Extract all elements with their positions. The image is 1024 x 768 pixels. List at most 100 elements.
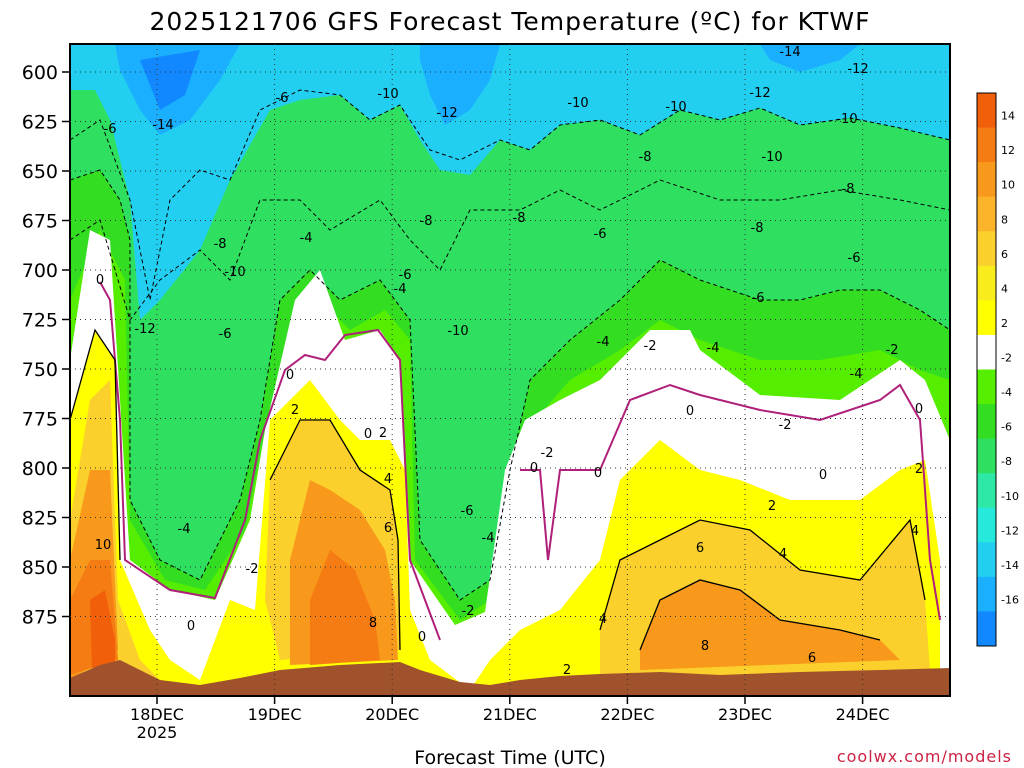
- colorbar-swatch: [977, 438, 996, 474]
- grid-lines: [70, 44, 950, 696]
- y-tick-label: 700: [22, 260, 58, 282]
- contour-label: 8: [369, 616, 377, 631]
- contour-label: 4: [384, 472, 392, 487]
- x-axis-label: Forecast Time (UTC): [414, 747, 605, 768]
- contour-label: 0: [364, 427, 372, 442]
- colorbar-swatch: [977, 162, 996, 198]
- contour-label: -6: [461, 504, 474, 519]
- colorbar-swatch: [977, 542, 996, 578]
- contour-label: -10: [447, 324, 468, 339]
- colorbar-swatch: [977, 127, 996, 163]
- colorbar-swatch: [977, 231, 996, 267]
- colorbar-swatch: [977, 473, 996, 509]
- contour-label: -2: [886, 343, 899, 358]
- colorbar-label: -10: [1001, 490, 1019, 503]
- contour-label: -12: [134, 322, 155, 337]
- contour-label: -6: [594, 227, 607, 242]
- x-tick-label: 23DEC: [718, 705, 772, 724]
- contour-lines: [70, 89, 950, 651]
- colorbar-label: -6: [1001, 421, 1012, 434]
- colorbar-swatch: [977, 334, 996, 370]
- contour-label: -8: [639, 150, 652, 165]
- contour-label: 0: [915, 402, 923, 417]
- colorbar-label: -4: [1001, 386, 1012, 399]
- x-year-label: 2025: [137, 723, 178, 742]
- colorbar-swatch: [977, 265, 996, 301]
- colorbar-label: 14: [1001, 110, 1015, 123]
- y-tick-label: 625: [22, 112, 58, 134]
- contour-label: -8: [842, 182, 855, 197]
- x-tick-label: 24DEC: [836, 705, 890, 724]
- contour-label: 4: [779, 547, 787, 562]
- x-tick-label: 18DEC: [130, 705, 184, 724]
- contour-label: -10: [761, 150, 782, 165]
- contour-label: 2: [379, 426, 387, 441]
- contour-label: 4: [599, 612, 607, 627]
- y-tick-label: 600: [22, 62, 58, 84]
- x-tick-label: 20DEC: [365, 705, 419, 724]
- contour-label: -4: [394, 282, 407, 297]
- contour-label: -6: [399, 268, 412, 283]
- contour-label: -12: [749, 86, 770, 101]
- contour-label: -8: [751, 221, 764, 236]
- colorbar-swatch: [977, 369, 996, 405]
- x-axis: 18DEC 19DEC 20DEC 21DEC 22DEC 23DEC 24DEC: [130, 696, 890, 724]
- x-tick-label: 19DEC: [248, 705, 302, 724]
- colorbar-label: -12: [1001, 524, 1019, 537]
- colorbar-legend: 14 12 10 8 6 4 2 -2 -4 -6 -8 -10 -12 -14 -16: [976, 92, 1019, 647]
- contour-label: -14: [779, 45, 800, 60]
- colorbar-swatch: [977, 507, 996, 543]
- colorbar-label: -14: [1001, 559, 1019, 572]
- contour-label: -6: [276, 91, 289, 106]
- contour-label: 0: [187, 619, 195, 634]
- contour-label: -4: [707, 341, 720, 356]
- contour-label: 8: [701, 639, 709, 654]
- contour-labels: -14 -12 -12 -10 -10 -10 -12 -10 -14 -6 -6 -8 -10 -8 -8…: [95, 45, 923, 678]
- colorbar-swatch: [977, 196, 996, 232]
- contour-label: 0: [418, 630, 426, 645]
- contour-label: -10: [567, 96, 588, 111]
- y-tick-label: 875: [22, 607, 58, 629]
- contour-label: 0: [96, 273, 104, 288]
- contour-label: 2: [563, 663, 571, 678]
- y-axis: 600 625 650 675 700 725 750 775 800 825 850 875: [22, 62, 70, 629]
- contour-label: -10: [377, 87, 398, 102]
- colorbar-frame: [976, 92, 997, 647]
- contour-label: -6: [104, 122, 117, 137]
- contour-label: -2: [462, 604, 475, 619]
- contour-label: -2: [644, 339, 657, 354]
- contour-label: -2: [779, 418, 792, 433]
- contour-label: -6: [848, 251, 861, 266]
- contour-label: 0: [819, 468, 827, 483]
- contour-label: -4: [178, 522, 191, 537]
- contour-label: -12: [847, 62, 868, 77]
- colorbar-swatch: [977, 404, 996, 440]
- contour-label: -6: [752, 291, 765, 306]
- x-tick-label: 22DEC: [600, 705, 654, 724]
- y-tick-label: 850: [22, 557, 58, 579]
- contour-label: 2: [291, 403, 299, 418]
- y-tick-label: 750: [22, 359, 58, 381]
- contour-label: 2: [768, 499, 776, 514]
- colorbar-label: -16: [1001, 593, 1019, 606]
- contour-label: -8: [214, 237, 227, 252]
- contour-label: -10: [665, 100, 686, 115]
- contour-label: -10: [836, 112, 857, 127]
- contour-label: -4: [300, 231, 313, 246]
- colorbar-swatch: [977, 611, 996, 647]
- contour-label: -4: [597, 335, 610, 350]
- contour-label: 6: [384, 521, 392, 536]
- contour-label: 0: [530, 461, 538, 476]
- colorbar-label: 6: [1001, 248, 1008, 261]
- contour-label: -12: [436, 106, 457, 121]
- contour-label: 10: [95, 538, 112, 553]
- colorbar-swatch: [977, 300, 996, 336]
- credit-text: coolwx.com/models: [837, 747, 1012, 766]
- contour-label: 6: [696, 541, 704, 556]
- contour-label: 0: [686, 404, 694, 419]
- y-tick-label: 825: [22, 508, 58, 530]
- colorbar-swatch: [977, 576, 996, 612]
- contour-label: -10: [224, 265, 245, 280]
- contour-label: 6: [808, 651, 816, 666]
